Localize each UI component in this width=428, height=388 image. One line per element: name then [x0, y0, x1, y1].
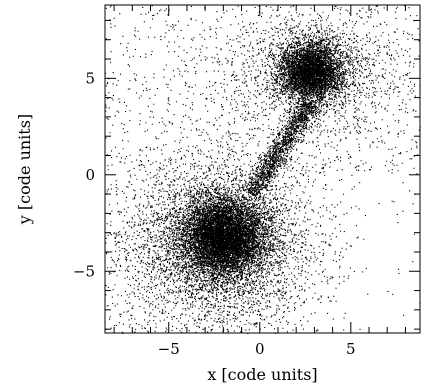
- x-axis-label: x [code units]: [207, 365, 317, 384]
- y-tick-label: 5: [85, 69, 95, 87]
- plot-frame: [104, 4, 421, 334]
- x-tick-label: −5: [158, 340, 180, 358]
- scatter-points: [105, 5, 421, 335]
- y-axis-label: y [code units]: [15, 114, 34, 225]
- x-tick-label: 5: [346, 340, 356, 358]
- axis-ticks: [105, 5, 420, 333]
- y-tick-label: −5: [73, 262, 95, 280]
- x-tick-label: 0: [255, 340, 265, 358]
- y-tick-label: 0: [85, 166, 95, 184]
- scatter-point-cloud: [105, 5, 421, 335]
- tick-labels: −5 0 5 −5 0 5: [73, 69, 356, 358]
